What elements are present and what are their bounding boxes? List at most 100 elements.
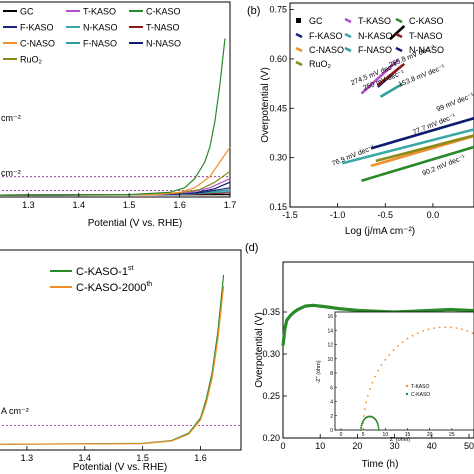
legend-label-gc: GC <box>20 7 34 17</box>
panel-d-ytick-label: 0.35 <box>262 307 280 317</box>
panel-d-inset: 0 5 10 15 20 25 0 2 4 6 8 10 12 14 16 T-KASO C-KASO Z' … <box>316 311 474 443</box>
panel-d-xtick-label: 30 <box>390 441 400 451</box>
panel-b-line-t-naso <box>376 62 406 87</box>
inset-ytick-label: 4 <box>330 400 333 406</box>
inset-ticks: 0 5 10 15 20 25 0 2 4 6 8 10 12 14 16 <box>327 314 454 438</box>
inset-point-c-kaso <box>377 424 380 427</box>
inset-point-c-kaso <box>362 419 365 422</box>
legend-label-f-kaso: F-KASO <box>309 31 343 41</box>
panel-b-label: (b) <box>247 5 260 17</box>
inset-legend: T-KASO C-KASO <box>405 384 430 398</box>
inset-point-c-kaso <box>376 422 379 425</box>
inset-point-t-kaso <box>384 358 387 361</box>
inset-point-t-kaso <box>374 375 376 378</box>
panel-d-ticks: 0 10 20 30 40 500.200.250.300.35 <box>262 307 474 451</box>
inset-point-t-kaso <box>367 394 369 397</box>
inset-legend-marker-c-kaso <box>405 392 409 396</box>
inset-xtick-label: 15 <box>405 432 411 438</box>
legend-marker-n-naso <box>395 46 403 53</box>
inset-point-t-kaso <box>388 354 391 356</box>
panel-b-line-ruo2 <box>375 134 474 163</box>
inset-point-c-kaso <box>360 422 363 425</box>
panel-a-line-c-naso <box>0 146 231 196</box>
panel-d: (d) 0 10 20 30 40 500.200.250.300.35 Time (h)… <box>245 242 474 470</box>
legend-label-c-kaso-1st: C-KASO-1st <box>76 265 133 278</box>
panel-b-legend: GC T-KASO C-KASO F-KASO N-KASO T-NASO C-NASO F-… <box>295 16 444 69</box>
inset-point-t-kaso <box>397 345 399 347</box>
inset-point-c-kaso <box>360 424 363 427</box>
inset-xlabel: Z' (ohm) <box>390 437 410 443</box>
panel-d-xtick-label: 40 <box>427 441 437 451</box>
legend-label-n-naso: N-NASO <box>409 45 444 55</box>
inset-point-t-kaso <box>411 334 414 337</box>
legend-marker-gc <box>296 18 301 23</box>
panel-b-xtick-label: -1.0 <box>330 210 346 220</box>
inset-ytick-label: 6 <box>330 385 333 391</box>
panel-b-xtick-label: -0.5 <box>378 210 394 220</box>
slope-annotation: 99 mV dec⁻¹ <box>436 92 474 114</box>
inset-point-c-kaso <box>376 421 378 423</box>
legend-label-f-kaso: F-KASO <box>20 23 54 33</box>
panel-b-ytick-label: 0.15 <box>269 202 287 212</box>
legend-label-c-naso: C-NASO <box>20 39 55 49</box>
inset-point-t-kaso <box>449 326 452 329</box>
panel-c-xtick-label: 1.4 <box>79 453 92 463</box>
panel-b-line-n-kaso <box>342 128 474 165</box>
inset-point-t-kaso <box>377 369 380 372</box>
inset-ytick-label: 8 <box>330 371 333 377</box>
inset-ytick-label: 10 <box>327 357 333 363</box>
legend-label-n-kaso: N-KASO <box>358 31 393 41</box>
panel-b-line-f-naso <box>379 82 404 98</box>
legend-label-c-naso: C-NASO <box>309 45 344 55</box>
inset-frame <box>334 311 474 431</box>
panel-d-series <box>281 303 474 346</box>
panel-d-xtick-label: 20 <box>352 441 362 451</box>
panel-a-ticks: 1.3 1.4 1.5 1.6 1.7 <box>22 193 236 210</box>
inset-point-t-kaso <box>392 349 395 352</box>
inset-ylabel: -Z'' (ohm) <box>316 360 322 383</box>
inset-series <box>359 326 474 431</box>
panel-c-frame <box>0 249 242 451</box>
panel-c-series <box>0 274 241 445</box>
panel-a-xtick-label: 1.6 <box>173 200 186 210</box>
inset-point-c-kaso <box>359 429 362 431</box>
panel-b-ytick-label: 0.60 <box>269 54 287 64</box>
panel-b-ticks: -1.5-1.0-0.50.00.50.150.300.450.600.75 <box>269 5 439 220</box>
legend-label-f-naso: F-NASO <box>83 39 117 49</box>
inset-ytick-label: 14 <box>327 328 333 334</box>
panel-c-ref-label: A cm⁻² <box>1 406 29 416</box>
inset-point-c-kaso <box>377 429 380 431</box>
panel-b-ytick-label: 0.45 <box>269 103 287 113</box>
legend-label-ruo: RuO₂ <box>20 55 43 65</box>
panel-c: 1.3 1.4 1.5 1.6 C-KASO-1st C-KASO-2000th A … <box>0 249 242 473</box>
inset-point-t-kaso <box>364 408 366 410</box>
legend-marker-c-naso <box>295 46 303 53</box>
legend-label-t-naso: T-NASO <box>409 31 443 41</box>
inset-point-c-kaso <box>377 426 380 429</box>
legend-marker-t-naso <box>395 32 403 39</box>
inset-xtick-label: 5 <box>362 432 365 438</box>
panel-a-xtick-label: 1.3 <box>22 200 35 210</box>
inset-point-t-kaso <box>471 332 474 334</box>
slope-annotation: 90.2 mV dec⁻¹ <box>422 154 467 178</box>
inset-ytick-label: 16 <box>327 314 333 320</box>
panel-d-xtick-label: 10 <box>315 441 325 451</box>
inset-point-t-kaso <box>455 327 458 329</box>
panel-b-series <box>342 25 474 182</box>
inset-point-t-kaso <box>466 330 469 332</box>
inset-point-c-kaso <box>375 419 378 422</box>
panel-d-xlabel: Time (h) <box>362 459 399 470</box>
panel-a-ref-label-1: cm⁻² <box>1 113 21 123</box>
inset-ytick-label: 2 <box>330 414 333 420</box>
inset-xtick-label: 10 <box>383 432 389 438</box>
panel-d-label: (d) <box>245 242 258 254</box>
panel-a-ref-label-2: cm⁻² <box>1 168 21 178</box>
inset-ytick-label: 12 <box>327 343 333 349</box>
inset-legend-label-c-kaso: C-KASO <box>411 392 430 398</box>
panel-b-line-c-kaso <box>361 145 474 182</box>
legend-label-t-kaso: T-KASO <box>358 16 391 26</box>
legend-label-t-naso: T-NASO <box>146 23 180 33</box>
inset-point-t-kaso <box>406 337 409 340</box>
panel-a-xtick-label: 1.5 <box>123 200 136 210</box>
inset-point-t-kaso <box>433 327 435 329</box>
